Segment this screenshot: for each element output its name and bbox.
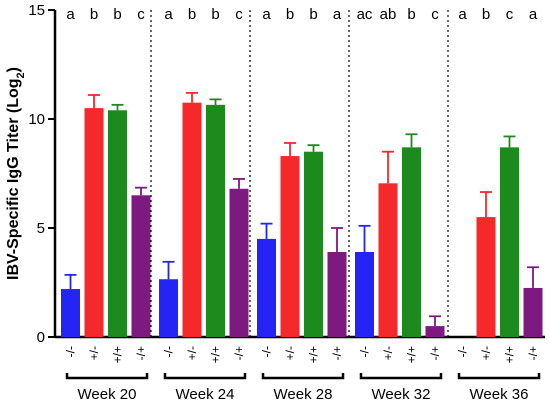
bar xyxy=(108,110,127,337)
category-label: +/+ xyxy=(503,346,517,363)
category-label: +/+ xyxy=(111,346,125,363)
bar xyxy=(229,188,249,337)
week-label: Week 20 xyxy=(78,386,137,403)
category-label: -/+ xyxy=(232,346,246,360)
bar xyxy=(402,147,421,337)
significance-letter: ac xyxy=(357,6,373,23)
significance-letter: b xyxy=(482,6,490,23)
significance-letter: a xyxy=(164,6,173,23)
y-tick-label: 15 xyxy=(28,2,45,19)
category-label: -/+ xyxy=(134,346,148,360)
category-label: -/+ xyxy=(428,346,442,360)
category-label: -/+ xyxy=(330,346,344,360)
significance-letter: b xyxy=(309,6,317,23)
significance-letter: b xyxy=(188,6,196,23)
category-label: -/- xyxy=(162,346,176,357)
week-label: Week 24 xyxy=(176,386,235,403)
bar xyxy=(131,195,151,337)
bar xyxy=(257,238,276,337)
bar xyxy=(327,251,347,337)
bar xyxy=(159,279,178,337)
category-label: +/+ xyxy=(307,346,321,363)
y-axis-label: IBV-Specific IgG Titer (Log2) xyxy=(5,67,27,280)
y-tick-label: 10 xyxy=(28,111,45,128)
bar xyxy=(206,104,225,337)
significance-letter: b xyxy=(90,6,98,23)
category-label: -/- xyxy=(358,346,372,357)
week-bracket xyxy=(457,373,541,380)
week-bracket xyxy=(163,373,247,380)
bar xyxy=(304,151,323,337)
significance-letter: a xyxy=(458,6,467,23)
week-label: Week 32 xyxy=(372,386,431,403)
category-label: +/+ xyxy=(209,346,223,363)
week-label: Week 28 xyxy=(274,386,333,403)
significance-letter: ab xyxy=(380,6,397,23)
significance-letter: a xyxy=(333,6,342,23)
category-label: +/- xyxy=(283,346,297,360)
y-tick-label: 5 xyxy=(37,220,45,237)
significance-letter: b xyxy=(286,6,294,23)
week-bracket xyxy=(261,373,345,380)
significance-letter: c xyxy=(235,6,243,23)
bar xyxy=(476,217,496,337)
week-bracket xyxy=(359,373,443,380)
chart-marks: 0 5 10 15 a -/- b +/- b +/+ c -/+ Week 20 a -/- b +/- b +/… xyxy=(28,2,545,403)
bar xyxy=(425,326,445,337)
category-label: -/- xyxy=(260,346,274,357)
category-label: +/- xyxy=(87,346,101,360)
significance-letter: a xyxy=(262,6,271,23)
y-axis-label-main: IBV-Specific IgG Titer (Log xyxy=(5,78,22,280)
bar xyxy=(84,108,104,337)
significance-letter: a xyxy=(529,6,538,23)
bar xyxy=(378,183,398,337)
category-label: -/- xyxy=(64,346,78,357)
category-label: -/+ xyxy=(526,346,540,360)
significance-letter: b xyxy=(407,6,415,23)
category-label: -/- xyxy=(456,346,470,357)
category-label: +/- xyxy=(479,346,493,360)
significance-letter: a xyxy=(66,6,75,23)
bar xyxy=(355,251,374,337)
bar xyxy=(500,147,519,337)
week-bracket xyxy=(65,373,149,380)
significance-letter: b xyxy=(113,6,121,23)
significance-letter: c xyxy=(137,6,145,23)
significance-letter: b xyxy=(211,6,219,23)
week-label: Week 36 xyxy=(470,386,529,403)
y-tick-label: 0 xyxy=(37,329,45,346)
bar xyxy=(280,156,300,337)
bar xyxy=(61,289,80,337)
significance-letter: c xyxy=(506,6,514,23)
significance-letter: c xyxy=(431,6,439,23)
bar xyxy=(523,287,543,337)
category-label: +/- xyxy=(381,346,395,360)
y-axis-label-close: ) xyxy=(5,67,22,72)
bar xyxy=(182,102,202,338)
category-label: +/- xyxy=(185,346,199,360)
y-axis-label-text: IBV-Specific IgG Titer (Log2) xyxy=(5,67,27,280)
y-axis-label-subscript: 2 xyxy=(15,72,27,78)
category-label: +/+ xyxy=(405,346,419,363)
